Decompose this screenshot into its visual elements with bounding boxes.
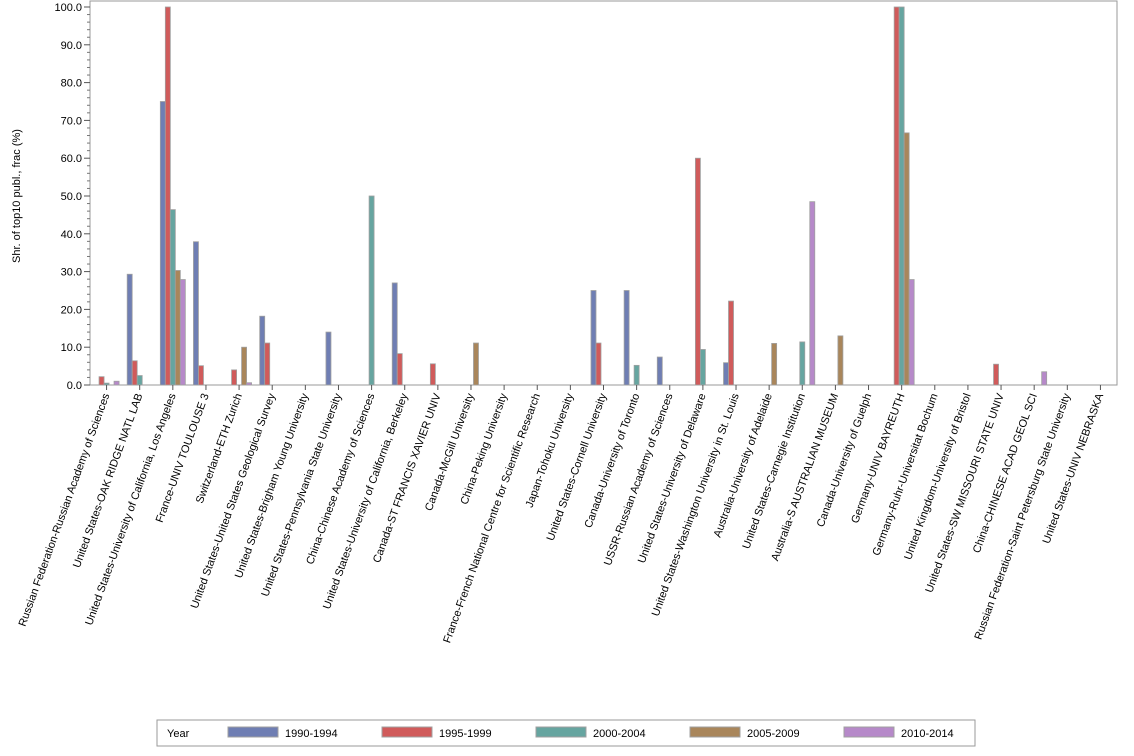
bar-2000-2004	[136, 375, 143, 386]
legend-swatch-2005-2009	[689, 726, 741, 738]
bar-1995-1999	[264, 342, 271, 386]
x-tick-label: United States-UNIV NEBRASKA	[1041, 391, 1107, 545]
bar-1995-1999	[993, 363, 999, 386]
bar-2010-2014	[113, 380, 120, 386]
bar-1995-1999	[98, 376, 105, 386]
bar-2010-2014	[1041, 371, 1048, 386]
bar-2000-2004	[169, 209, 176, 386]
legend-label: 1995-1999	[439, 728, 492, 740]
x-tick-label: Australia-S AUSTRALIAN MUSEUM	[769, 392, 841, 563]
bar-1990-1994	[259, 315, 266, 386]
y-tick-label: 0.0	[67, 380, 82, 392]
bar-2000-2004	[699, 349, 706, 386]
bar-2000-2004	[368, 195, 375, 386]
y-tick-label: 10.0	[61, 342, 82, 354]
bar-2005-2009	[771, 343, 778, 386]
bar-2000-2004	[898, 6, 905, 386]
legend-frame	[156, 719, 976, 747]
legend-swatch-1995-1999	[381, 726, 433, 738]
bar-1995-1999	[595, 342, 602, 386]
bar-2000-2004	[103, 382, 110, 386]
plot-frame	[89, 0, 1118, 386]
bar-1990-1994	[723, 362, 729, 386]
y-tick-label: 60.0	[61, 153, 82, 165]
y-tick-label: 90.0	[61, 40, 82, 52]
legend-label: 2005-2009	[747, 728, 800, 740]
bar-1995-1999	[231, 369, 237, 386]
bar-2000-2004	[633, 364, 640, 386]
bar-2005-2009	[241, 346, 247, 386]
bar-1990-1994	[126, 273, 133, 386]
bar-1990-1994	[623, 290, 630, 386]
legend-swatch-2000-2004	[535, 726, 587, 738]
y-tick-label: 20.0	[61, 304, 82, 316]
bar-1990-1994	[391, 282, 398, 386]
bar-1995-1999	[694, 157, 701, 386]
bar-1990-1994	[590, 290, 597, 386]
bar-2005-2009	[174, 270, 181, 386]
y-axis: 0.0 10.0 20.0 30.0 40.0 50.0 60.0 70.0 80.0 90.0 1…	[54, 2, 90, 392]
x-tick-label: United States-Cornell University	[545, 391, 610, 542]
bar-2010-2014	[908, 279, 915, 386]
x-tick-label: China-Chinese Academy of Sciences	[304, 391, 377, 566]
y-axis-label: Shr. of top10 publ., frac (%)	[11, 129, 23, 263]
legend-swatch-1990-1994	[227, 726, 279, 738]
bar-2010-2014	[246, 382, 252, 386]
legend-label: 2010-2014	[901, 728, 954, 740]
bars	[98, 6, 1048, 386]
legend-label: 2000-2004	[593, 728, 646, 740]
bar-2010-2014	[179, 279, 186, 386]
y-tick-label: 30.0	[61, 267, 82, 279]
x-tick-label: United States-University of Delaware	[636, 392, 709, 565]
bar-1995-1999	[893, 6, 900, 386]
bar-2005-2009	[837, 335, 844, 386]
x-tick-label: United Kingdom-University of Bristol	[902, 392, 973, 562]
legend: Year 1990-1994 1995-1999 2000-2004 2005-200…	[156, 719, 976, 747]
y-tick-label: 70.0	[61, 115, 82, 127]
legend-title: Year	[167, 728, 190, 740]
bar-1995-1999	[198, 365, 204, 386]
x-tick-label: China-CHINESE ACAD GEOL SCI	[971, 392, 1040, 555]
bar-1995-1999	[728, 300, 734, 386]
y-tick-label: 50.0	[61, 191, 82, 203]
x-tick-label: United States-Carnegie Institution	[741, 392, 809, 551]
bar-1990-1994	[325, 331, 332, 386]
y-tick-label: 40.0	[61, 229, 82, 241]
bar-2010-2014	[809, 201, 816, 386]
y-tick-label: 80.0	[61, 78, 82, 90]
bar-1995-1999	[131, 360, 138, 386]
bar-1990-1994	[193, 241, 199, 386]
bar-1995-1999	[429, 363, 436, 386]
y-tick-label: 100.0	[54, 2, 82, 14]
bar-2005-2009	[473, 342, 479, 386]
bar-1990-1994	[159, 101, 166, 386]
bar-1990-1994	[656, 356, 663, 386]
bar-1995-1999	[164, 6, 171, 386]
bar-2000-2004	[799, 341, 806, 386]
x-axis-labels: Russian Federation-Russian Academy of Sc…	[17, 385, 1107, 645]
legend-label: 1990-1994	[285, 728, 338, 740]
legend-swatch-2010-2014	[843, 726, 895, 738]
x-tick-label: Australia-University of Adelaide	[712, 392, 775, 539]
x-tick-label: Germany-Ruhr-Universitat Bochum	[871, 392, 941, 558]
x-tick-label: Canada-ST FRANCIS XAVIER UNIV	[371, 391, 444, 564]
bar-2005-2009	[903, 132, 910, 386]
bar-1995-1999	[396, 353, 403, 386]
